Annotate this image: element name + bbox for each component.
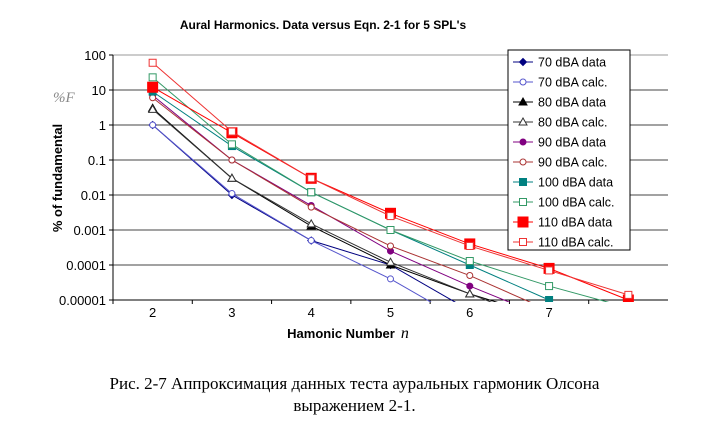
data-point	[307, 203, 315, 211]
data-point	[147, 81, 159, 93]
y-axis-symbol: %F	[53, 90, 75, 106]
data-point	[147, 104, 158, 113]
data-point	[545, 296, 554, 302]
data-point	[306, 218, 317, 228]
data-point	[387, 242, 394, 250]
y-tick-label: 0.00001	[59, 293, 106, 308]
y-tick-label: 0.01	[81, 188, 106, 203]
legend-item: 80 dBA calc.	[513, 116, 608, 130]
series-80-dba-data	[147, 103, 498, 302]
y-tick-label: 0.1	[88, 153, 106, 168]
data-point	[227, 173, 237, 182]
series-line	[152, 108, 493, 302]
data-point	[519, 198, 527, 206]
series-70-dba-calc-	[149, 121, 432, 302]
series-line	[152, 95, 511, 302]
y-tick-label: 10	[92, 83, 106, 98]
legend-label: 100 dBA data	[538, 176, 613, 190]
series-90-dba-calc-	[149, 94, 531, 302]
y-tick-label: 0.001	[73, 223, 106, 238]
data-point	[624, 290, 633, 299]
data-point	[466, 282, 474, 290]
legend-label: 80 dBA data	[538, 96, 606, 110]
data-point	[228, 190, 236, 198]
chart-title: Aural Harmonics. Data versus Eqn. 2-1 fo…	[180, 18, 467, 32]
legend-label: 110 dBA data	[538, 216, 612, 230]
legend-item: 110 dBA calc.	[513, 236, 614, 250]
legend: 70 dBA data 70 dBA calc. 80 dBA data 80 dBA…	[507, 49, 631, 251]
data-point	[307, 174, 316, 183]
legend-label: 100 dBA calc.	[538, 196, 614, 210]
x-axis-label-var: n	[401, 325, 409, 342]
x-tick-label: 2	[149, 305, 156, 320]
series	[147, 58, 634, 302]
data-point	[227, 140, 236, 149]
x-tick-label: 4	[308, 305, 315, 320]
x-tick-label: 5	[387, 305, 394, 320]
legend-label: 80 dBA calc.	[538, 116, 608, 130]
x-tick-label: 7	[545, 305, 552, 320]
legend-item: 110 dBA data	[513, 216, 612, 230]
y-axis-label: % of fundamental	[50, 124, 65, 232]
data-point	[545, 266, 554, 275]
x-axis-label: Hamonic Number n	[287, 325, 409, 342]
data-point	[465, 241, 474, 250]
data-point	[518, 57, 528, 67]
data-point	[519, 158, 527, 166]
x-tick-label: 3	[228, 305, 235, 320]
data-point	[149, 121, 157, 129]
legend-item: 100 dBA calc.	[513, 196, 614, 210]
data-point	[148, 58, 157, 67]
data-point	[386, 226, 395, 234]
legend-item: 90 dBA data	[513, 136, 606, 150]
data-point	[385, 257, 396, 266]
series-line	[152, 107, 498, 302]
series-80-dba-calc-	[147, 104, 493, 302]
data-point	[519, 138, 527, 146]
x-tick-label: 6	[466, 305, 473, 320]
series-line	[152, 124, 456, 302]
y-tick-label: 0.0001	[66, 258, 106, 273]
data-point	[148, 73, 157, 82]
data-point	[465, 257, 474, 266]
legend-item: 80 dBA data	[513, 96, 606, 110]
y-tick-label: 1	[99, 118, 106, 133]
legend-item: 70 dBA calc.	[513, 76, 608, 90]
y-tick-label: 100	[84, 48, 106, 63]
data-point	[227, 127, 236, 136]
legend-item: 70 dBA data	[513, 56, 606, 70]
data-point	[518, 116, 528, 126]
legend-item: 90 dBA calc.	[513, 156, 608, 170]
data-point	[545, 282, 554, 291]
data-point	[307, 237, 315, 245]
series-70-dba-data	[148, 120, 456, 302]
axes: 100 10 1 0.1 0.01 0.001 0.0001 0.00001 2 3 4 5 6 7	[59, 48, 668, 320]
legend-label: 110 dBA calc.	[538, 236, 614, 250]
data-point	[518, 96, 528, 106]
x-axis-label-text: Hamonic Number	[287, 326, 395, 341]
data-point	[466, 272, 474, 280]
caption-line-1: Рис. 2-7 Аппроксимация данных теста аура…	[109, 374, 600, 393]
series-100-dba-calc-	[148, 73, 610, 302]
data-point	[387, 275, 394, 283]
data-point	[464, 288, 475, 298]
data-point	[228, 156, 236, 164]
legend-item: 100 dBA data	[513, 176, 613, 190]
data-point	[519, 238, 527, 246]
legend-label: 70 dBA data	[538, 56, 606, 70]
legend-label: 70 dBA calc.	[538, 76, 608, 90]
series-110-dba-calc-	[148, 58, 633, 299]
series-line	[152, 97, 531, 302]
legend-label: 90 dBA calc.	[538, 156, 608, 170]
data-point	[519, 78, 527, 86]
data-point	[149, 94, 157, 102]
data-point	[517, 216, 529, 228]
caption-line-2: выражением 2-1.	[293, 396, 416, 415]
data-point	[519, 178, 527, 186]
data-point	[307, 188, 316, 197]
data-point	[386, 212, 395, 221]
legend-label: 90 dBA data	[538, 136, 606, 150]
